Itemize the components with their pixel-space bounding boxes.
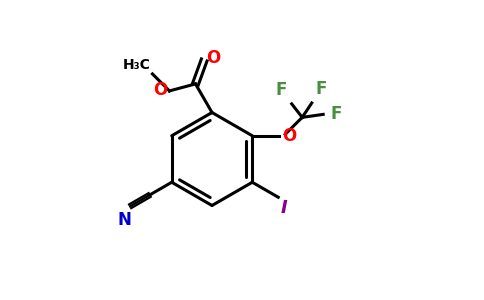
Text: O: O [282, 127, 296, 145]
Text: O: O [153, 81, 167, 99]
Text: F: F [330, 105, 342, 123]
Text: F: F [315, 80, 327, 98]
Text: N: N [118, 211, 131, 229]
Text: I: I [281, 199, 287, 217]
Text: H₃C: H₃C [123, 58, 151, 71]
Text: F: F [276, 81, 287, 99]
Text: O: O [207, 50, 221, 68]
